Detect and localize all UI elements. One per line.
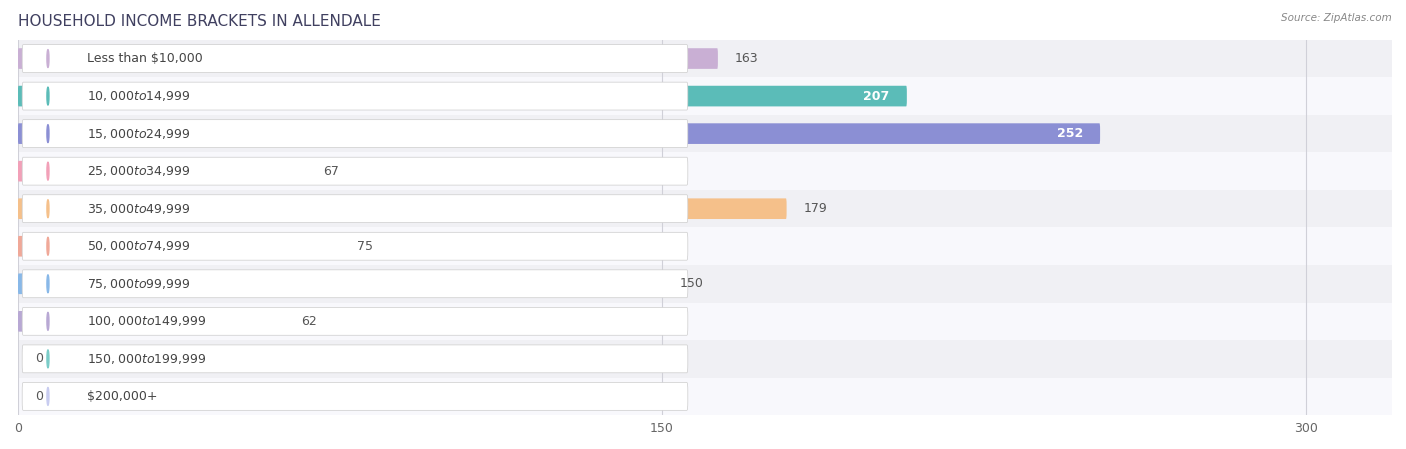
- Text: 0: 0: [35, 390, 44, 403]
- Circle shape: [46, 200, 49, 218]
- FancyBboxPatch shape: [22, 44, 688, 72]
- Text: 163: 163: [735, 52, 759, 65]
- Circle shape: [46, 313, 49, 330]
- FancyBboxPatch shape: [18, 340, 1392, 378]
- FancyBboxPatch shape: [22, 82, 688, 110]
- Text: 150: 150: [679, 277, 703, 291]
- Circle shape: [46, 275, 49, 293]
- FancyBboxPatch shape: [18, 123, 1099, 144]
- FancyBboxPatch shape: [18, 265, 1392, 303]
- FancyBboxPatch shape: [18, 273, 662, 294]
- Text: 0: 0: [35, 352, 44, 365]
- FancyBboxPatch shape: [22, 345, 688, 373]
- Text: $10,000 to $14,999: $10,000 to $14,999: [87, 89, 190, 103]
- FancyBboxPatch shape: [22, 308, 688, 335]
- FancyBboxPatch shape: [18, 115, 1392, 152]
- Circle shape: [46, 162, 49, 180]
- Circle shape: [46, 125, 49, 142]
- Text: $75,000 to $99,999: $75,000 to $99,999: [87, 277, 190, 291]
- Text: $25,000 to $34,999: $25,000 to $34,999: [87, 164, 190, 178]
- Text: HOUSEHOLD INCOME BRACKETS IN ALLENDALE: HOUSEHOLD INCOME BRACKETS IN ALLENDALE: [18, 14, 381, 29]
- FancyBboxPatch shape: [18, 311, 284, 332]
- Text: $150,000 to $199,999: $150,000 to $199,999: [87, 352, 207, 366]
- Text: 75: 75: [357, 240, 373, 253]
- FancyBboxPatch shape: [18, 378, 1392, 415]
- Text: $200,000+: $200,000+: [87, 390, 157, 403]
- FancyBboxPatch shape: [22, 383, 688, 410]
- Text: 67: 67: [323, 165, 339, 178]
- FancyBboxPatch shape: [18, 161, 305, 181]
- FancyBboxPatch shape: [22, 232, 688, 260]
- FancyBboxPatch shape: [18, 152, 1392, 190]
- FancyBboxPatch shape: [18, 40, 1392, 77]
- Text: 179: 179: [804, 202, 828, 215]
- Text: $100,000 to $149,999: $100,000 to $149,999: [87, 314, 207, 328]
- Text: $15,000 to $24,999: $15,000 to $24,999: [87, 127, 190, 141]
- FancyBboxPatch shape: [18, 190, 1392, 228]
- Circle shape: [46, 350, 49, 368]
- Text: $35,000 to $49,999: $35,000 to $49,999: [87, 202, 190, 216]
- Text: 62: 62: [301, 315, 318, 328]
- Circle shape: [46, 238, 49, 255]
- FancyBboxPatch shape: [22, 195, 688, 223]
- FancyBboxPatch shape: [18, 198, 786, 219]
- Text: Less than $10,000: Less than $10,000: [87, 52, 202, 65]
- Text: Source: ZipAtlas.com: Source: ZipAtlas.com: [1281, 13, 1392, 23]
- FancyBboxPatch shape: [18, 86, 907, 106]
- FancyBboxPatch shape: [18, 228, 1392, 265]
- Circle shape: [46, 387, 49, 405]
- FancyBboxPatch shape: [18, 303, 1392, 340]
- Text: $50,000 to $74,999: $50,000 to $74,999: [87, 239, 190, 253]
- FancyBboxPatch shape: [18, 236, 340, 256]
- FancyBboxPatch shape: [22, 270, 688, 298]
- FancyBboxPatch shape: [18, 77, 1392, 115]
- Circle shape: [46, 50, 49, 67]
- Text: 207: 207: [863, 90, 890, 102]
- FancyBboxPatch shape: [22, 157, 688, 185]
- FancyBboxPatch shape: [22, 120, 688, 148]
- FancyBboxPatch shape: [18, 48, 718, 69]
- Text: 252: 252: [1057, 127, 1083, 140]
- Circle shape: [46, 87, 49, 105]
